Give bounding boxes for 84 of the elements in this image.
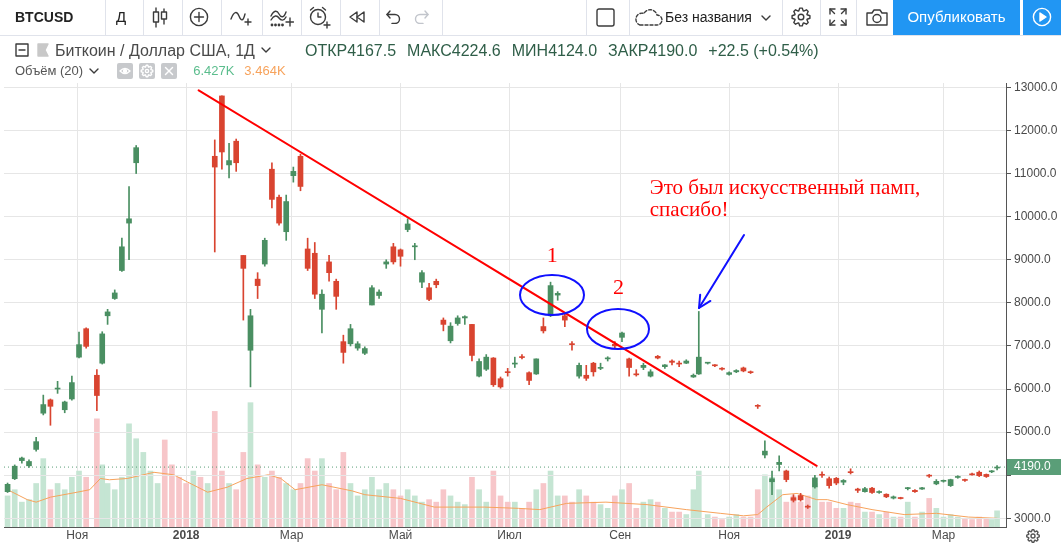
candlestick [211,139,218,253]
candlestick [819,471,825,478]
text: 3.464K [244,63,286,79]
bar [583,495,590,527]
annotation: Это был искусственный памп, спасибо! [649,175,921,222]
text: Объём (20) [15,63,84,79]
bar [869,511,875,527]
text: МАКС4224.6 [407,40,501,60]
bar [511,501,518,527]
bar [926,498,933,527]
bar [912,516,918,527]
y-tick-label: 3000.0 [1014,510,1052,525]
bar [662,508,668,527]
bar [469,476,475,527]
bar [190,470,197,527]
bar [99,464,106,527]
x-tick-label: Май [388,527,413,542]
annotation: 2 [612,274,624,300]
y-tick-label: 13000.0 [1014,79,1058,94]
bar [954,516,961,527]
text: +22.5 (+0.54%) [708,40,819,60]
bar [783,501,790,527]
y-tick-label: 7000.0 [1014,338,1052,353]
y-tick-label: 9000.0 [1014,252,1052,267]
candlestick [554,291,561,301]
x-tick-label: 2019 [824,527,852,542]
bar [554,495,561,527]
bar [612,495,618,527]
text: ОТКР4167.5 [304,40,397,60]
candlestick [583,365,590,381]
bar [704,514,711,527]
candlestick [569,341,575,351]
candlestick [411,243,418,261]
bar [804,495,811,527]
bar [683,514,690,527]
bar [695,470,702,527]
x-tick-label: Ноя [66,527,89,542]
y-tick-label: 10000.0 [1014,208,1058,223]
bar [461,504,468,527]
x-tick-label: Мар [279,527,304,542]
bar [311,470,318,527]
candlestick [461,315,468,325]
bar [283,483,290,527]
x-tick-label: Июл [497,527,522,542]
x-tick-label: 2018 [172,527,200,542]
ref-line-label: 4190.0 [1014,459,1052,474]
bar [619,489,625,527]
annotation: 1 [546,242,558,268]
text: Д [116,8,127,26]
bar [83,476,89,527]
x-tick-label: Мар [931,527,956,542]
bar [226,483,232,527]
text: 6.427K [193,63,235,79]
bar [576,489,582,527]
y-tick-label: 5000.0 [1014,424,1052,439]
text: BTCUSD [15,9,74,26]
bar [604,508,611,527]
bar [854,503,861,527]
bar [754,489,761,527]
text: Без названия [665,9,752,26]
bar [876,514,883,527]
bar [904,501,911,527]
chart-title: Биткоин / Доллар США, 1Д [55,40,255,60]
text: ЗАКР4190.0 [608,40,698,60]
x-tick-label: Сен [609,527,632,542]
bar [261,476,268,527]
bar [233,489,240,527]
text: МИН4124.0 [511,40,598,60]
candlestick [776,455,782,472]
y-tick-label: 6000.0 [1014,381,1052,396]
candlestick [762,440,768,459]
bar [533,489,540,527]
bar [504,501,511,527]
bar [862,511,868,527]
candlestick [226,143,232,179]
y-tick-label: 8000.0 [1014,295,1052,310]
bar [654,501,661,527]
candlestick [126,186,132,261]
button: Опубликовать [893,0,1020,35]
bar [94,418,100,527]
y-tick-label: 11000.0 [1014,165,1057,180]
x-tick-label: Ноя [718,527,741,542]
bar [319,458,325,527]
y-tick-label: 12000.0 [1014,122,1058,137]
